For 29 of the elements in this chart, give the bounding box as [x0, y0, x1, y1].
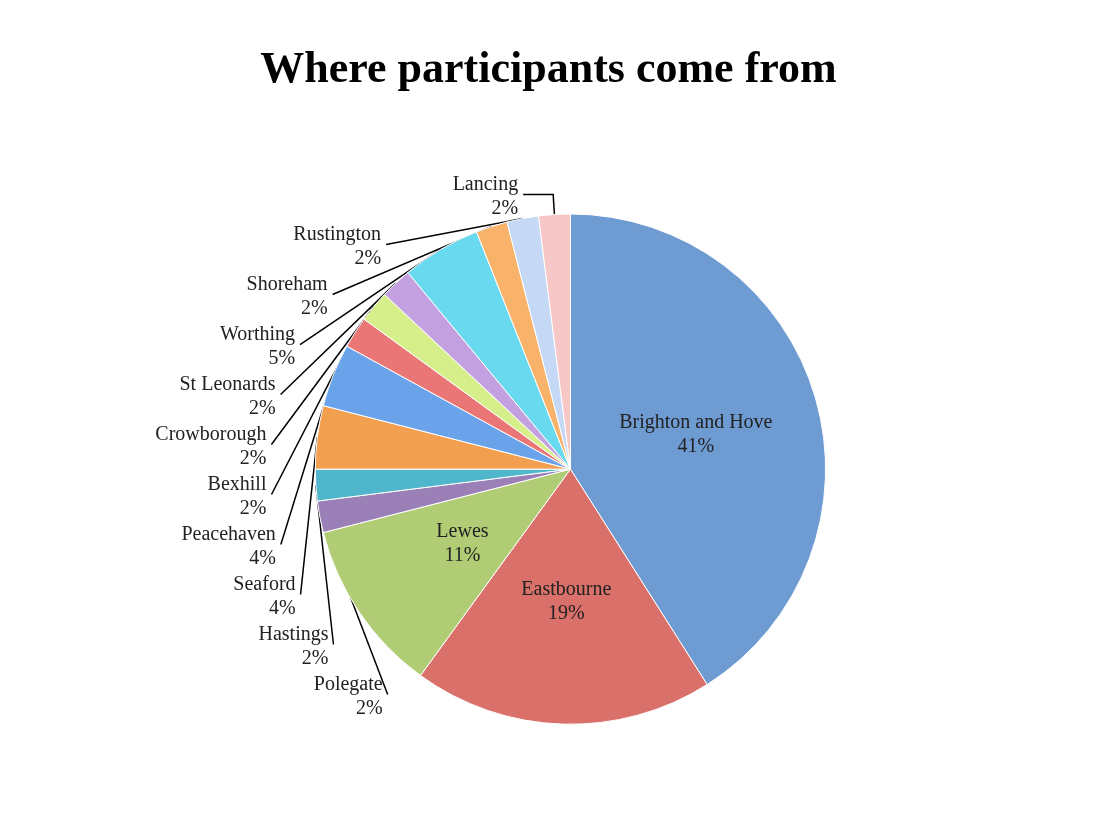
slice-label: Seaford — [233, 571, 296, 594]
data-label: 2% — [356, 695, 383, 718]
slice-label: Lancing — [452, 171, 519, 195]
data-label: 2% — [248, 395, 276, 418]
slice-label: Brighton and Hove — [619, 409, 773, 433]
chart-title: Where participants come from — [260, 42, 837, 92]
slice-label: Hastings — [258, 621, 329, 645]
slice-label: Eastbourne — [521, 576, 612, 599]
data-label: 19% — [548, 600, 585, 623]
slice-label: St Leonards — [179, 371, 276, 394]
slice-label: Bexhill — [207, 471, 267, 494]
slice-label: Worthing — [219, 321, 296, 345]
data-label: 2% — [491, 195, 519, 218]
data-label: 2% — [354, 245, 382, 268]
data-label: 4% — [268, 595, 296, 618]
slice-label: Polegate — [313, 671, 383, 695]
data-label: 2% — [239, 445, 267, 468]
data-label: 5% — [268, 345, 296, 368]
data-label: 11% — [444, 543, 481, 566]
data-label: 2% — [300, 295, 328, 318]
slice-label: Lewes — [436, 519, 489, 542]
slice-label: Crowborough — [155, 421, 267, 445]
data-label: 41% — [677, 433, 715, 456]
data-label: 4% — [249, 545, 276, 568]
slice-label: Shoreham — [246, 271, 329, 294]
slice-label: Rustington — [293, 221, 382, 245]
data-label: 2% — [301, 645, 329, 668]
slice-label: Peacehaven — [181, 521, 276, 544]
data-label: 2% — [239, 495, 267, 518]
